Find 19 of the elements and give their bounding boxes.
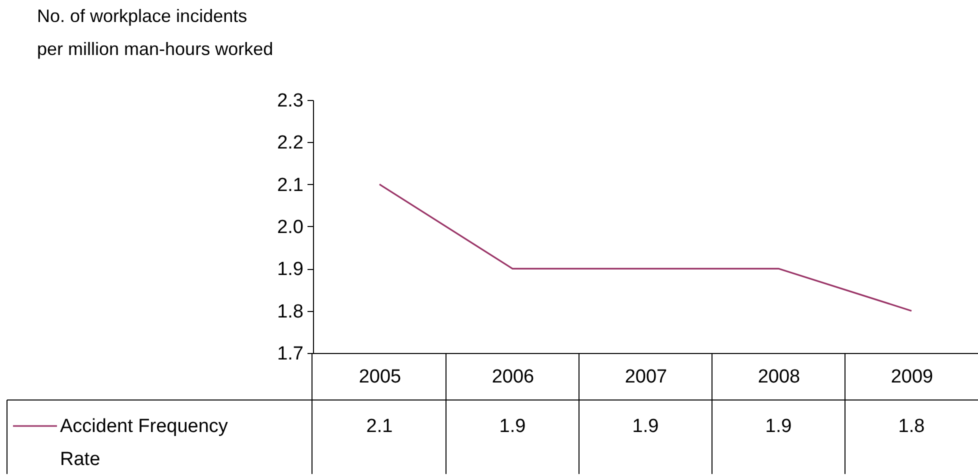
- x-tick-label: 2007: [624, 366, 668, 388]
- y-tick-label: 2.0: [277, 217, 304, 238]
- x-tick-label: 2009: [890, 366, 934, 388]
- data-label: 1.9: [632, 416, 659, 437]
- y-tick-label: 2.3: [277, 90, 304, 112]
- data-label: 1.9: [499, 416, 526, 437]
- x-tick-label: 2008: [758, 366, 800, 388]
- legend-label: Accident Frequency Rate: [60, 416, 228, 470]
- y-tick-label: 2.2: [277, 132, 304, 154]
- data-label: 1.9: [765, 416, 792, 437]
- y-tick-label: 1.9: [277, 259, 304, 280]
- y-axis-title: No. of workplace incidents per million man-hours worked: [37, 6, 274, 59]
- x-tick-label: 2006: [492, 366, 534, 388]
- y-tick-label: 2.1: [277, 174, 304, 196]
- data-label: 2.1: [366, 416, 393, 437]
- y-tick-label: 1.8: [277, 301, 304, 322]
- y-tick-label: 1.7: [277, 344, 304, 364]
- x-tick-label: 2005: [358, 366, 402, 388]
- data-label: 1.8: [898, 416, 925, 437]
